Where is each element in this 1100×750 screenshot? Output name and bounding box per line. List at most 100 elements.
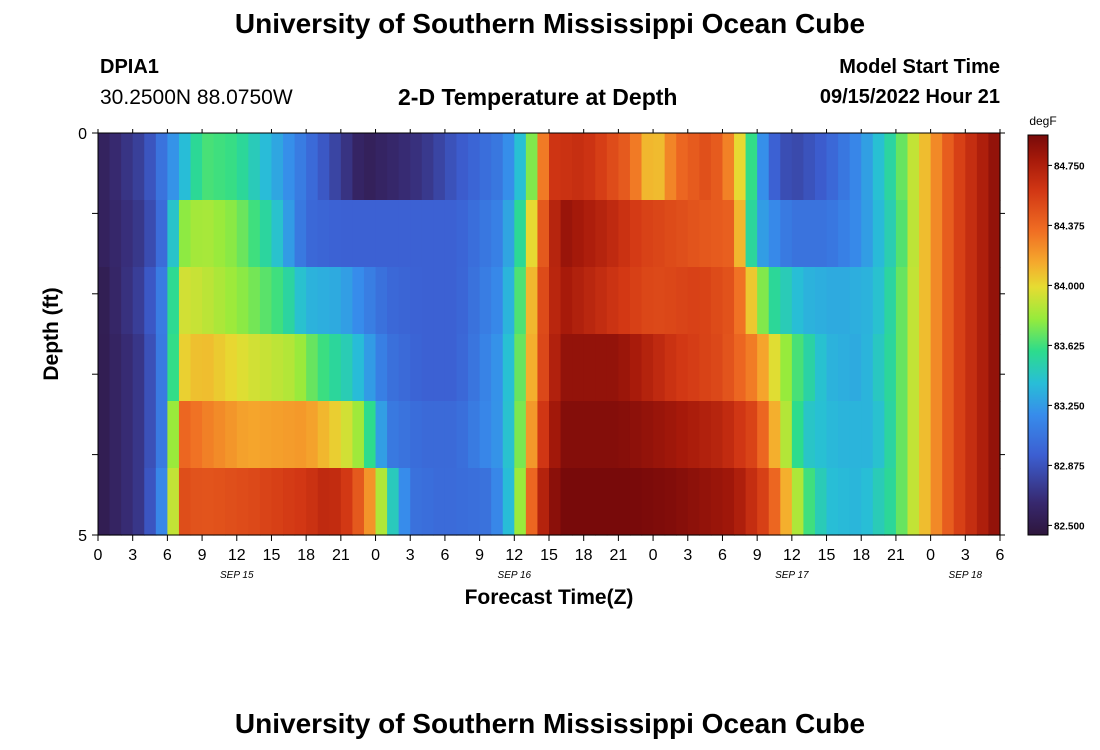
- heatmap-cell: [178, 200, 192, 268]
- heatmap-cell: [202, 401, 215, 469]
- heatmap-cell: [814, 401, 828, 469]
- heatmap-cell: [942, 401, 955, 469]
- heatmap-cell: [421, 468, 434, 536]
- x-tick-label: 6: [996, 547, 1005, 564]
- heatmap-cell: [780, 468, 793, 536]
- heatmap-cell: [121, 267, 134, 335]
- heatmap-cell: [757, 401, 770, 469]
- heatmap-cell: [861, 334, 874, 402]
- x-tick-label: 3: [406, 547, 415, 564]
- heatmap-cell: [826, 334, 839, 402]
- heatmap-cell: [514, 267, 527, 335]
- heatmap-cell: [178, 334, 192, 402]
- heatmap-cell: [213, 267, 226, 335]
- heatmap-cell: [248, 334, 261, 402]
- heatmap-cell: [884, 267, 897, 335]
- heatmap-cell: [803, 334, 816, 402]
- heatmap-cell: [294, 468, 307, 536]
- heatmap-cell: [398, 334, 411, 402]
- heatmap-cell: [306, 334, 319, 402]
- heatmap-cell: [618, 133, 631, 201]
- heatmap-cell: [144, 334, 157, 402]
- heatmap-cell: [572, 200, 585, 268]
- heatmap-cell: [468, 133, 481, 201]
- heatmap-cell: [768, 267, 781, 335]
- heatmap-cell: [514, 334, 527, 402]
- heatmap-cell: [664, 133, 677, 201]
- heatmap-cell: [606, 334, 619, 402]
- heatmap-cell: [283, 334, 296, 402]
- heatmap-cell: [930, 133, 943, 201]
- heatmap-cell: [375, 334, 388, 402]
- heatmap-cell: [838, 200, 851, 268]
- heatmap-cell: [560, 401, 573, 469]
- heatmap-cell: [722, 334, 735, 402]
- heatmap-cell: [861, 267, 874, 335]
- heatmap-cell: [687, 468, 700, 536]
- heatmap-cell: [583, 334, 596, 402]
- heatmap-cell: [907, 401, 920, 469]
- heatmap-cell: [549, 200, 562, 268]
- heatmap-cell: [734, 334, 747, 402]
- x-tick-label: 12: [228, 547, 246, 564]
- heatmap-cell: [826, 401, 839, 469]
- heatmap-cell: [757, 133, 770, 201]
- heatmap-cell: [479, 334, 492, 402]
- heatmap-cell: [98, 200, 111, 268]
- heatmap-cell: [109, 401, 122, 469]
- heatmap-cell: [271, 334, 284, 402]
- heatmap-cell: [479, 200, 492, 268]
- heatmap-cell: [329, 334, 342, 402]
- heatmap-cell: [849, 401, 862, 469]
- heatmap-cell: [849, 468, 862, 536]
- heatmap-cell: [283, 133, 296, 201]
- heatmap-cell: [109, 133, 122, 201]
- heatmap-cell: [722, 468, 735, 536]
- heatmap-cell: [398, 200, 411, 268]
- heatmap-cell: [953, 133, 966, 201]
- heatmap-cell: [387, 200, 400, 268]
- heatmap-cell: [375, 267, 388, 335]
- heatmap-cell: [433, 401, 446, 469]
- heatmap-cell: [109, 334, 122, 402]
- heatmap-cell: [653, 133, 666, 201]
- heatmap-cell: [444, 267, 458, 335]
- heatmap-cell: [502, 200, 515, 268]
- heatmap-cell: [653, 200, 666, 268]
- heatmap-cell: [387, 133, 400, 201]
- heatmap-cell: [895, 133, 909, 201]
- heatmap-cell: [768, 200, 781, 268]
- heatmap-cell: [768, 468, 781, 536]
- heatmap-cell: [838, 133, 851, 201]
- heatmap-cell: [803, 401, 816, 469]
- heatmap-cell: [121, 334, 134, 402]
- heatmap-cell: [444, 133, 458, 201]
- heatmap-cell: [780, 133, 793, 201]
- colorbar-tick-label: 82.500: [1054, 521, 1085, 532]
- heatmap-cell: [155, 468, 168, 536]
- heatmap-cell: [872, 133, 885, 201]
- heatmap-cell: [433, 267, 446, 335]
- heatmap-cell: [734, 401, 747, 469]
- heatmap-cell: [202, 468, 215, 536]
- heatmap-cell: [710, 267, 724, 335]
- x-tick-label: 0: [371, 547, 380, 564]
- heatmap-cell: [155, 267, 168, 335]
- heatmap-cell: [560, 200, 573, 268]
- x-tick-label: 12: [505, 547, 523, 564]
- heatmap-cell: [352, 267, 365, 335]
- heatmap-cell: [375, 200, 388, 268]
- heatmap-cell: [780, 334, 793, 402]
- heatmap-cell: [884, 334, 897, 402]
- heatmap-cell: [976, 334, 990, 402]
- heatmap-cell: [895, 200, 909, 268]
- heatmap-cell: [190, 133, 203, 201]
- heatmap-cell: [618, 200, 631, 268]
- heatmap-cell: [375, 133, 388, 201]
- heatmap-cell: [930, 468, 943, 536]
- heatmap-cell: [421, 401, 434, 469]
- heatmap-cell: [757, 200, 770, 268]
- heatmap-cell: [676, 401, 689, 469]
- heatmap-cell: [525, 401, 539, 469]
- heatmap-cell: [363, 267, 377, 335]
